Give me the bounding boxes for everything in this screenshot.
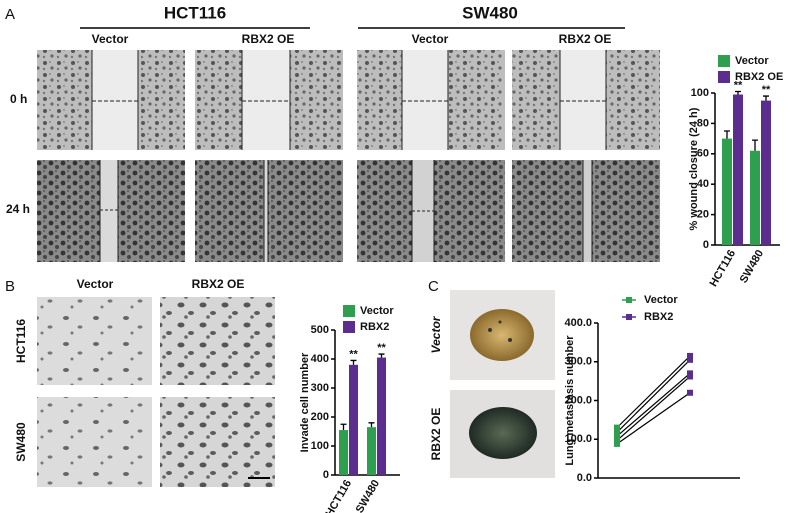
y-axis-label: % wound closure (24 h) (688, 107, 700, 230)
bar (750, 150, 760, 245)
cell-line-title: HCT116 (164, 3, 226, 22)
point (687, 373, 693, 380)
point (614, 433, 620, 440)
column-label: Vector (77, 277, 114, 291)
y-tick-label: 200 (311, 411, 329, 423)
point (687, 389, 693, 396)
row-label: HCT116 (14, 319, 28, 363)
y-axis-label: Invade cell number (299, 352, 311, 452)
legend-swatch (343, 305, 355, 317)
point (614, 429, 620, 436)
cell-line-title: SW480 (462, 3, 518, 22)
lung-images (450, 290, 555, 478)
pair-line (616, 392, 691, 445)
bar (761, 100, 771, 245)
column-label: RBX2 OE (192, 277, 245, 291)
y-tick-label: 100 (691, 87, 709, 99)
row-label: 0 h (10, 92, 27, 106)
error-bar (368, 422, 375, 428)
y-tick-label: 80 (697, 117, 709, 129)
y-tick-label: 300.0 (564, 356, 592, 368)
x-tick-label: HCT116 (324, 478, 355, 513)
y-tick-label: 100.0 (564, 433, 592, 445)
y-tick-label: 500 (311, 324, 329, 336)
row-label: 24 h (6, 202, 30, 216)
column-label: Vector (412, 32, 449, 46)
legend-label: RBX2 (644, 311, 673, 323)
column-label: Vector (92, 32, 129, 46)
column-label: RBX2 OE (559, 32, 612, 46)
legend-swatch (718, 55, 730, 67)
y-tick-label: 0.0 (577, 472, 592, 484)
y-tick-label: 20 (697, 209, 709, 221)
wound-images (37, 50, 660, 262)
significance: ** (734, 79, 743, 91)
pair-line (616, 372, 691, 437)
legend-swatch (626, 314, 632, 320)
y-tick-label: 400.0 (564, 317, 592, 329)
significance: ** (377, 342, 386, 354)
bar (377, 357, 386, 475)
panel-label: A (5, 6, 15, 23)
x-tick-label: SW480 (354, 478, 382, 513)
y-tick-label: 300 (311, 382, 329, 394)
y-tick-label: 100 (311, 440, 329, 452)
row-label: SW480 (14, 422, 28, 462)
error-bar (378, 353, 385, 358)
invasion-images (37, 297, 275, 487)
y-tick-label: 40 (697, 178, 709, 190)
point (687, 370, 693, 377)
bar (339, 430, 348, 475)
error-bar (763, 95, 769, 101)
error-bar (340, 423, 347, 431)
y-tick-label: 200.0 (564, 394, 592, 406)
panel-label: B (5, 278, 15, 295)
bar (722, 138, 732, 245)
point (614, 424, 620, 431)
pair-line (616, 359, 691, 433)
point (687, 352, 693, 359)
legend-label: Vector (644, 294, 678, 306)
x-tick-label: HCT116 (708, 248, 739, 289)
pair-line (616, 355, 691, 429)
row-label: RBX2 OE (429, 408, 443, 461)
column-label: RBX2 OE (242, 32, 295, 46)
legend-swatch (718, 71, 730, 83)
y-tick-label: 60 (697, 148, 709, 160)
y-tick-label: 0 (323, 469, 329, 481)
significance: ** (762, 84, 771, 96)
y-axis-label: Lung metastasis number (564, 335, 576, 466)
error-bar (735, 90, 741, 95)
y-tick-label: 0 (703, 239, 709, 251)
significance: ** (349, 348, 358, 360)
legend-label: Vector (735, 55, 769, 67)
bar (349, 364, 358, 475)
y-tick-label: 400 (311, 353, 329, 365)
legend-label: RBX2 (360, 321, 389, 333)
legend-swatch (343, 321, 355, 333)
x-tick-label: SW480 (738, 248, 766, 285)
point (687, 356, 693, 363)
panel-label: C (428, 278, 439, 295)
bar (733, 94, 743, 246)
legend-swatch (626, 297, 632, 303)
pair-line (616, 376, 691, 441)
point (614, 437, 620, 444)
point (614, 440, 620, 447)
error-bar (724, 130, 730, 139)
row-label: Vector (429, 315, 443, 353)
legend-label: Vector (360, 305, 394, 317)
error-bar (350, 359, 357, 365)
error-bar (752, 139, 758, 151)
legend-label: RBX2 OE (735, 71, 783, 83)
bar (367, 427, 376, 475)
